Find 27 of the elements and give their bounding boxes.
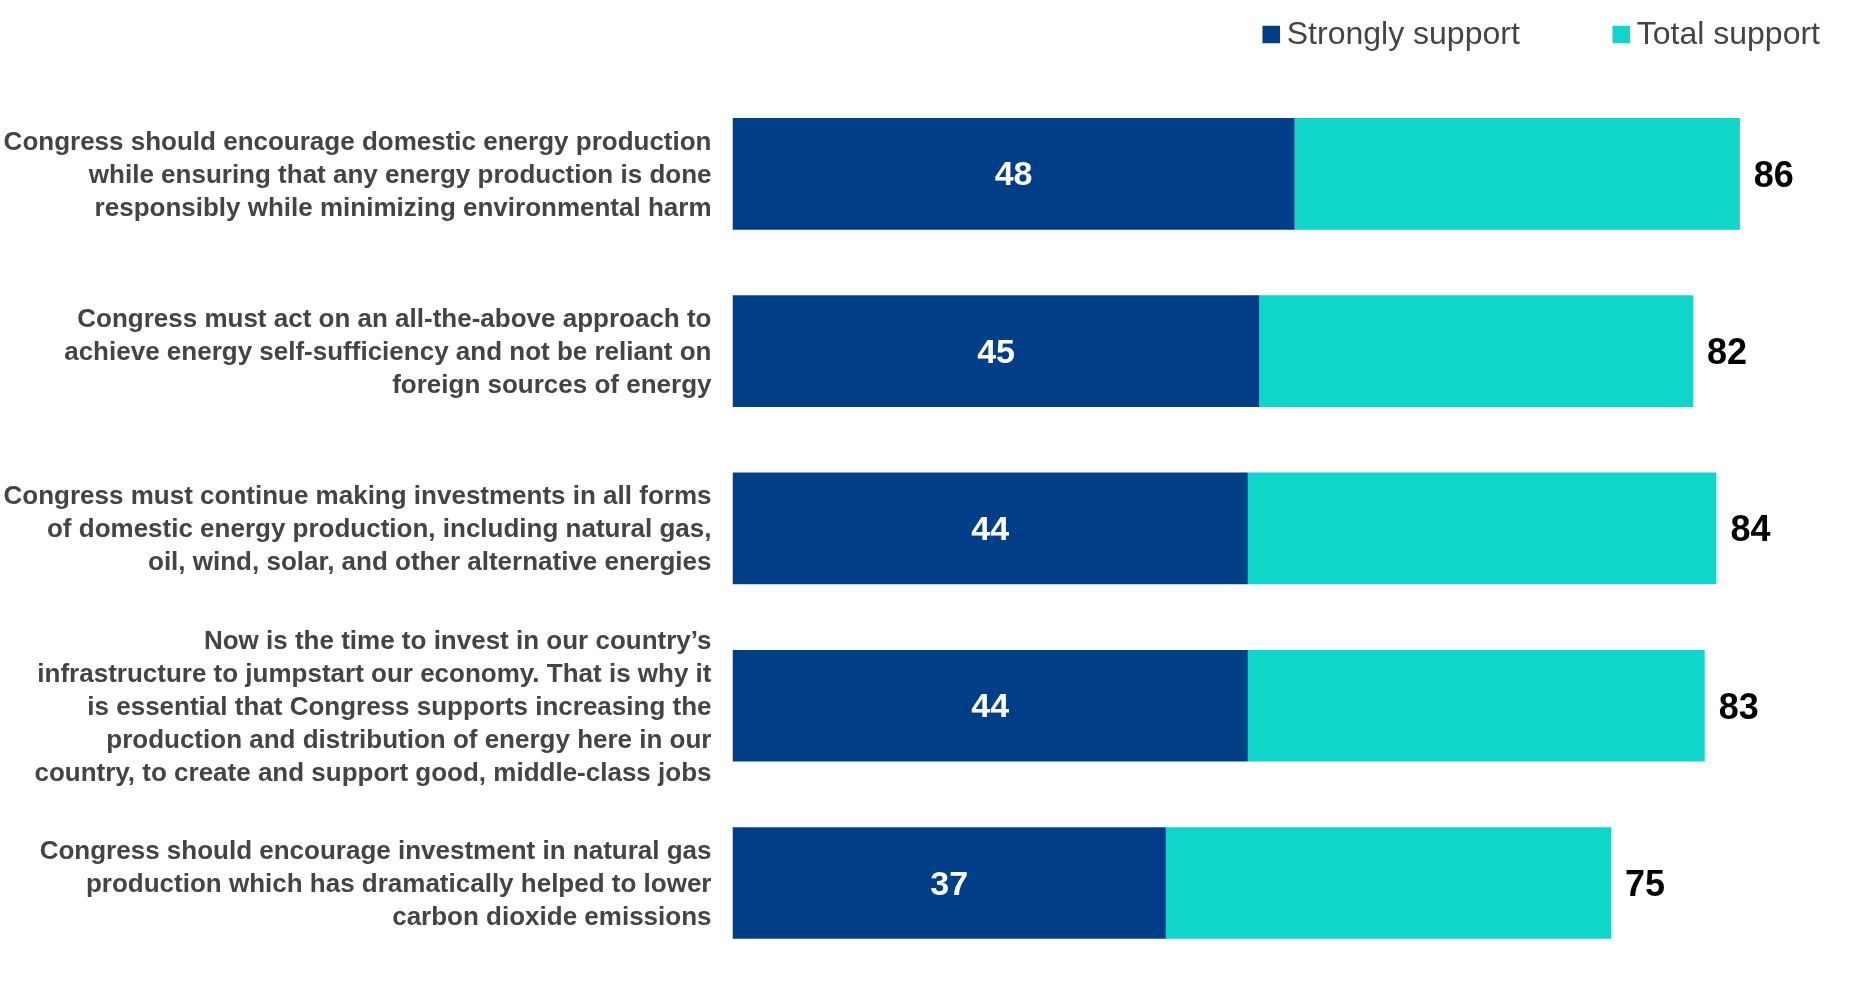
legend-label: Total support xyxy=(1636,15,1820,52)
bar xyxy=(1259,295,1693,408)
y-tick-label: Congress should encourage domestic energy production while ensuring that any energy production is done responsibly while minimizing environmental harm xyxy=(3,125,712,222)
total-label: 82 xyxy=(1706,331,1748,373)
bar xyxy=(1247,472,1717,585)
bar xyxy=(732,649,1248,762)
bar xyxy=(732,295,1260,408)
data-label: 37 xyxy=(930,863,969,902)
bar xyxy=(732,472,1248,585)
total-label: 86 xyxy=(1753,153,1794,195)
data-label: 45 xyxy=(977,331,1015,370)
bar xyxy=(1294,118,1740,230)
legend-label: Strongly support xyxy=(1286,15,1520,52)
total-label: 83 xyxy=(1718,685,1759,727)
y-tick-label: Congress must continue making investments in all forms of domestic energy production, including natural gas, oil, wind, solar, and other alternative energies xyxy=(3,480,712,577)
total-label: 84 xyxy=(1730,508,1771,550)
bar xyxy=(1247,649,1705,762)
total-label: 75 xyxy=(1624,863,1666,904)
bar xyxy=(1165,827,1611,939)
data-label: 48 xyxy=(994,154,1033,193)
bar xyxy=(732,118,1295,230)
y-tick-label: Now is the time to invest in our country’s infrastructure to jumpstart our economy. That is why it is essential that Congress supports increasing the production and distribution of energy here in our country, to create and support good, middle-class jobs xyxy=(34,624,712,787)
y-tick-label: Congress must act on an all-the-above approach to achieve energy self-sufficiency and not be reliant on foreign sources of energy xyxy=(64,303,713,400)
bar xyxy=(732,827,1166,939)
data-label: 44 xyxy=(971,686,1010,725)
y-tick-label: Congress should encourage investment in natural gas production which has dramatically helped to lower carbon dioxide emissions xyxy=(39,835,712,931)
data-label: 44 xyxy=(971,508,1010,547)
